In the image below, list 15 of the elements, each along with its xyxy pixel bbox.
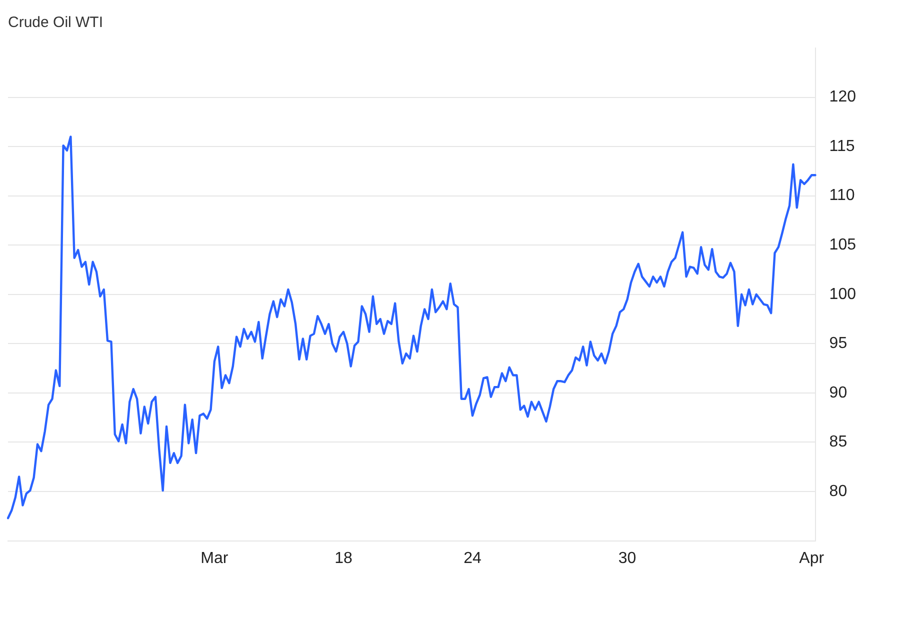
y-tick-label: 105 xyxy=(829,236,856,254)
x-tick-label: Mar xyxy=(200,550,229,567)
y-tick-label: 100 xyxy=(829,286,856,303)
y-tick-label: 80 xyxy=(829,482,848,500)
y-tick-label: 115 xyxy=(829,138,855,155)
x-tick-label: 30 xyxy=(618,550,636,567)
y-tick-label: 95 xyxy=(829,335,848,352)
x-tick-label: Apr xyxy=(799,550,825,567)
y-tick-label: 120 xyxy=(829,88,856,106)
x-tick-label: 18 xyxy=(334,550,352,567)
y-tick-label: 90 xyxy=(829,384,848,402)
y-tick-label: 85 xyxy=(829,434,848,451)
x-tick-label: 24 xyxy=(464,550,482,567)
y-tick-label: 110 xyxy=(829,187,855,204)
chart-title: Crude Oil WTI xyxy=(8,14,104,32)
